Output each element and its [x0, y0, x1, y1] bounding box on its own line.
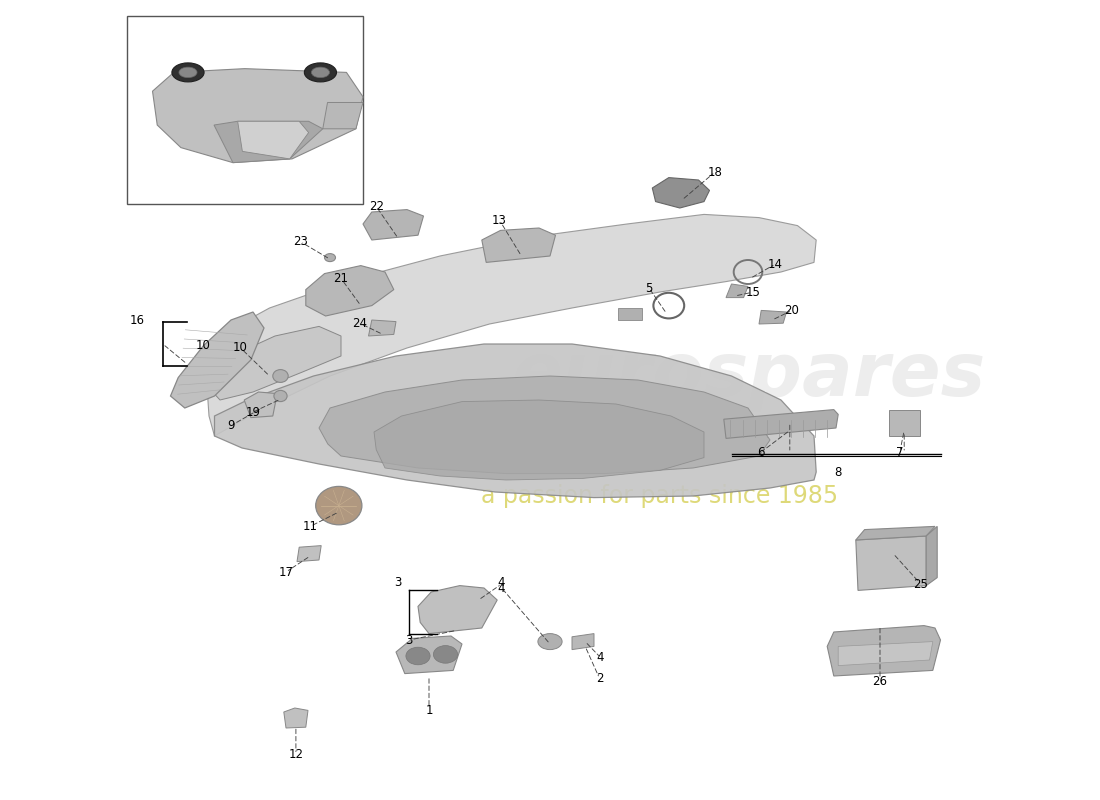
Text: 10: 10 [196, 339, 211, 352]
Text: 18: 18 [707, 166, 723, 178]
Polygon shape [482, 228, 556, 262]
Text: 9: 9 [228, 419, 234, 432]
Text: 1: 1 [426, 704, 432, 717]
Polygon shape [363, 210, 424, 240]
Ellipse shape [538, 634, 562, 650]
Polygon shape [238, 122, 309, 159]
Text: 7: 7 [896, 446, 903, 458]
Polygon shape [827, 626, 940, 676]
Text: 14: 14 [768, 258, 783, 270]
Text: 25: 25 [913, 578, 928, 590]
FancyBboxPatch shape [618, 308, 642, 320]
Polygon shape [418, 586, 497, 634]
Polygon shape [153, 69, 363, 162]
Polygon shape [207, 214, 816, 436]
Text: 19: 19 [245, 406, 261, 418]
Polygon shape [170, 312, 264, 408]
Polygon shape [244, 392, 277, 418]
Text: 13: 13 [492, 214, 507, 226]
Text: 10: 10 [232, 341, 248, 354]
Text: 22: 22 [368, 200, 384, 213]
Polygon shape [759, 310, 786, 324]
Polygon shape [297, 546, 321, 562]
Polygon shape [724, 410, 838, 438]
Polygon shape [652, 178, 710, 208]
Polygon shape [856, 526, 935, 540]
Text: 4: 4 [498, 582, 505, 594]
Text: 6: 6 [758, 446, 764, 458]
Ellipse shape [273, 370, 288, 382]
Text: 21: 21 [333, 272, 349, 285]
Text: 3: 3 [395, 576, 402, 589]
Ellipse shape [172, 63, 205, 82]
Ellipse shape [316, 486, 362, 525]
Text: 2: 2 [596, 672, 603, 685]
Polygon shape [214, 344, 816, 498]
Polygon shape [207, 326, 341, 400]
Polygon shape [368, 320, 396, 336]
Ellipse shape [274, 390, 287, 402]
FancyBboxPatch shape [126, 16, 363, 204]
FancyBboxPatch shape [889, 410, 920, 436]
Polygon shape [319, 376, 770, 474]
Text: 8: 8 [835, 466, 842, 478]
Ellipse shape [311, 67, 330, 78]
Text: eurospares: eurospares [510, 339, 986, 413]
Polygon shape [726, 284, 748, 298]
Ellipse shape [324, 254, 336, 262]
Polygon shape [396, 636, 462, 674]
Ellipse shape [406, 647, 430, 665]
Polygon shape [214, 122, 322, 162]
Text: 11: 11 [302, 520, 318, 533]
Polygon shape [322, 102, 363, 129]
Ellipse shape [305, 63, 337, 82]
Text: 17: 17 [278, 566, 294, 578]
Polygon shape [838, 642, 933, 666]
Text: 20: 20 [784, 304, 800, 317]
Text: 26: 26 [872, 675, 888, 688]
Text: a passion for parts since 1985: a passion for parts since 1985 [482, 484, 838, 508]
Text: 3: 3 [406, 634, 412, 646]
Text: 24: 24 [352, 317, 367, 330]
Ellipse shape [179, 67, 197, 78]
Polygon shape [926, 526, 937, 586]
Text: 4: 4 [498, 576, 505, 589]
Polygon shape [374, 400, 704, 480]
Polygon shape [306, 266, 394, 316]
Text: 23: 23 [293, 235, 308, 248]
Polygon shape [284, 708, 308, 728]
Text: 5: 5 [646, 282, 652, 294]
Text: 16: 16 [130, 314, 145, 326]
Ellipse shape [433, 646, 458, 663]
Text: 4: 4 [597, 651, 604, 664]
Polygon shape [856, 536, 926, 590]
Polygon shape [572, 634, 594, 650]
Text: 12: 12 [288, 748, 304, 761]
Text: 15: 15 [746, 286, 761, 298]
